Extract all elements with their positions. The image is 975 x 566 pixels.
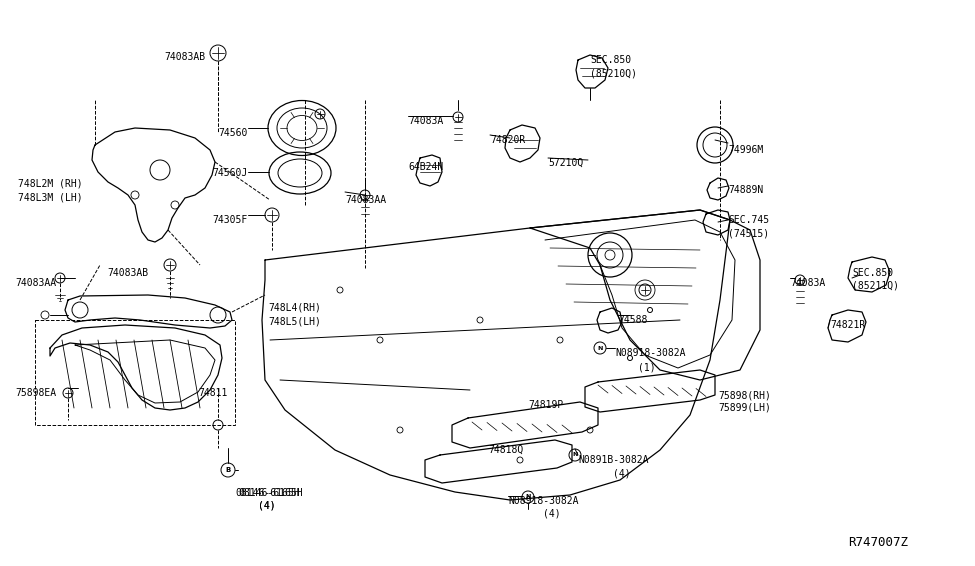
Text: 74811: 74811 xyxy=(198,388,227,398)
Text: 74819P: 74819P xyxy=(528,400,564,410)
Text: 75898(RH): 75898(RH) xyxy=(718,390,771,400)
Text: 74818Q: 74818Q xyxy=(488,445,524,455)
Text: 748L4(RH): 748L4(RH) xyxy=(268,302,321,312)
Text: 74821R: 74821R xyxy=(830,320,865,330)
Text: 74560: 74560 xyxy=(218,128,248,138)
Text: 74560J: 74560J xyxy=(213,168,248,178)
Text: 08146-6165H: 08146-6165H xyxy=(235,488,299,498)
Text: (4): (4) xyxy=(613,468,631,478)
Text: 74820R: 74820R xyxy=(490,135,526,145)
Text: (4): (4) xyxy=(258,501,276,511)
Text: (85211Q): (85211Q) xyxy=(852,281,899,291)
Text: SEC.850: SEC.850 xyxy=(852,268,893,278)
Text: (74515): (74515) xyxy=(728,228,769,238)
Text: 74305F: 74305F xyxy=(213,215,248,225)
Text: 74083AB: 74083AB xyxy=(107,268,148,278)
Text: 08146-6165H: 08146-6165H xyxy=(238,488,302,498)
Bar xyxy=(35,320,235,425)
Text: N: N xyxy=(572,452,577,457)
Text: 75898EA: 75898EA xyxy=(15,388,57,398)
Text: 57210Q: 57210Q xyxy=(548,158,583,168)
Text: SEC.745: SEC.745 xyxy=(728,215,769,225)
Text: (4): (4) xyxy=(543,509,561,519)
Text: N08918-3082A: N08918-3082A xyxy=(615,348,685,358)
Text: 748L2M (RH): 748L2M (RH) xyxy=(18,178,83,188)
Text: N0891B-3082A: N0891B-3082A xyxy=(578,455,648,465)
Text: N08918-3082A: N08918-3082A xyxy=(508,496,578,506)
Text: 74889N: 74889N xyxy=(728,185,763,195)
Text: 64B24N: 64B24N xyxy=(408,162,444,172)
Text: 74083A: 74083A xyxy=(790,278,825,288)
Text: (85210Q): (85210Q) xyxy=(590,68,637,78)
Text: SEC.850: SEC.850 xyxy=(590,55,631,65)
Text: 75899(LH): 75899(LH) xyxy=(718,403,771,413)
Text: 74083AA: 74083AA xyxy=(15,278,57,288)
Text: 74083AA: 74083AA xyxy=(345,195,386,205)
Text: 74083A: 74083A xyxy=(408,116,444,126)
Text: N: N xyxy=(598,345,603,350)
Text: N: N xyxy=(526,495,530,500)
Text: 74996M: 74996M xyxy=(728,145,763,155)
Text: 748L5(LH): 748L5(LH) xyxy=(268,316,321,326)
Text: 748L3M (LH): 748L3M (LH) xyxy=(18,192,83,202)
Text: B: B xyxy=(225,467,231,473)
Text: R747007Z: R747007Z xyxy=(848,536,908,549)
Text: (1): (1) xyxy=(638,362,655,372)
Text: (4): (4) xyxy=(258,501,276,511)
Text: 74083AB: 74083AB xyxy=(164,52,205,62)
Text: 74588: 74588 xyxy=(618,315,647,325)
